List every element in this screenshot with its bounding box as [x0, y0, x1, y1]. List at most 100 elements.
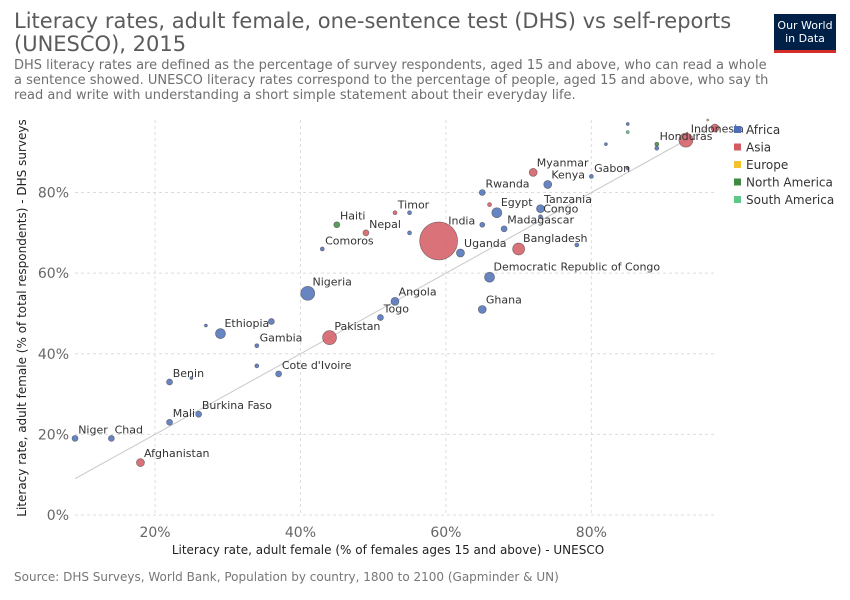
data-point-democratic-republic-of-congo[interactable] — [484, 271, 495, 283]
grid-layer — [75, 120, 715, 516]
data-point-unlabeled[interactable] — [268, 318, 275, 325]
legend-item[interactable]: Asia — [746, 141, 771, 155]
point-label: Gambia — [260, 331, 303, 344]
data-point-unlabeled[interactable] — [706, 118, 710, 122]
data-point-unlabeled[interactable] — [604, 142, 608, 147]
legend-item[interactable]: South America — [746, 193, 834, 207]
data-point-benin[interactable] — [166, 378, 173, 386]
point-label: Madagascar — [507, 214, 574, 227]
data-point-ethiopia[interactable] — [215, 328, 226, 339]
y-axis-label: Literacy rate, adult female (% of total … — [15, 119, 29, 516]
data-point-mali[interactable] — [166, 418, 173, 426]
owid-logo[interactable]: Our World in Data — [774, 14, 836, 53]
chart-subtitle: DHS literacy rates are defined as the pe… — [14, 58, 769, 103]
data-point-unlabeled[interactable] — [407, 230, 412, 236]
legend-swatch — [734, 126, 741, 133]
x-tick-label: 60% — [430, 525, 461, 541]
legend-swatch — [734, 143, 741, 151]
data-point-angola[interactable] — [390, 297, 400, 306]
data-point-niger[interactable] — [71, 435, 79, 442]
point-label: Benin — [173, 367, 204, 380]
point-label: Ghana — [486, 294, 522, 307]
data-point-cote-d-ivoire[interactable] — [275, 370, 282, 378]
data-point-nigeria[interactable] — [300, 285, 316, 301]
point-label: Nigeria — [313, 275, 352, 288]
legend-swatch — [734, 161, 741, 168]
data-point-unlabeled[interactable] — [625, 122, 630, 126]
point-label: Niger — [78, 423, 108, 436]
legend-item[interactable]: Europe — [746, 158, 788, 172]
data-point-unlabeled[interactable] — [487, 202, 492, 207]
data-point-rwanda[interactable] — [478, 189, 486, 196]
data-point-pakistan[interactable] — [322, 330, 337, 346]
data-point-myanmar[interactable] — [528, 168, 538, 177]
point-label: Comoros — [325, 235, 374, 248]
point-label: Kenya — [551, 169, 585, 182]
data-point-indonesia[interactable] — [678, 132, 694, 148]
data-point-unlabeled[interactable] — [710, 123, 720, 133]
data-point-unlabeled[interactable] — [654, 145, 660, 151]
data-point-kenya[interactable] — [543, 180, 553, 189]
data-point-madagascar[interactable] — [500, 225, 508, 233]
data-point-honduras[interactable] — [654, 141, 660, 147]
data-points — [71, 118, 720, 467]
data-point-unlabeled[interactable] — [479, 221, 486, 228]
source-note: Source: DHS Surveys, World Bank, Populat… — [14, 570, 559, 584]
chart-title: Literacy rates, adult female, one-senten… — [14, 9, 732, 56]
scatter-chart: 20% 40% 60% 80% 0% 20% 40% 60% 80% India Indonesi… — [15, 118, 834, 557]
point-label: Democratic Republic of Congo — [494, 261, 661, 274]
data-point-india[interactable] — [419, 221, 458, 261]
data-point-tanzania[interactable] — [536, 204, 545, 214]
point-label: Bangladesh — [523, 232, 588, 245]
legend-item[interactable]: Africa — [746, 123, 780, 137]
data-point-unlabeled[interactable] — [574, 242, 580, 248]
point-label: Honduras — [660, 130, 713, 143]
data-point-afghanistan[interactable] — [136, 458, 145, 467]
data-point-unlabeled[interactable] — [189, 376, 194, 380]
x-tick-label: 80% — [576, 525, 607, 541]
data-point-unlabeled[interactable] — [407, 210, 412, 216]
legend-swatch — [734, 178, 741, 186]
data-point-togo[interactable] — [377, 314, 384, 321]
data-point-unlabeled[interactable] — [625, 166, 630, 171]
point-label: Cote d'Ivoire — [282, 359, 352, 372]
point-label: Haiti — [340, 210, 365, 223]
data-point-unlabeled[interactable] — [204, 323, 208, 328]
legend: Africa Asia Europe North America South Ameri… — [734, 123, 834, 207]
point-label: Timor — [397, 198, 430, 211]
data-point-uganda[interactable] — [456, 248, 465, 258]
data-point-ghana[interactable] — [477, 305, 487, 314]
point-label: Myanmar — [537, 157, 589, 170]
data-point-egypt[interactable] — [491, 207, 503, 219]
data-point-burkina-faso[interactable] — [195, 410, 202, 418]
y-tick-label: 0% — [47, 508, 69, 524]
y-tick-label: 80% — [38, 186, 69, 202]
data-point-haiti[interactable] — [333, 221, 341, 229]
point-label: Ethiopia — [224, 317, 269, 330]
point-label: India — [448, 215, 475, 228]
point-label: Pakistan — [334, 320, 380, 333]
data-point-gabon[interactable] — [589, 174, 594, 179]
legend-item[interactable]: North America — [746, 176, 833, 190]
data-point-chad[interactable] — [108, 435, 115, 442]
point-label: Nepal — [369, 218, 401, 231]
point-label: Rwanda — [485, 177, 529, 190]
point-label: Egypt — [501, 196, 533, 209]
point-label: Gabon — [594, 162, 630, 175]
point-label: Uganda — [464, 237, 506, 250]
point-label: Congo — [543, 202, 578, 215]
point-label: Burkina Faso — [202, 399, 272, 412]
point-label: Tanzania — [543, 193, 592, 206]
data-point-bangladesh[interactable] — [512, 242, 525, 256]
tick-labels: 20% 40% 60% 80% 0% 20% 40% 60% 80% — [38, 186, 607, 541]
data-point-gambia[interactable] — [254, 343, 260, 349]
data-point-unlabeled[interactable] — [254, 363, 260, 369]
data-point-timor[interactable] — [392, 210, 398, 216]
point-label: Afghanistan — [144, 447, 210, 460]
point-label: Chad — [115, 423, 143, 436]
data-point-unlabeled[interactable] — [625, 130, 630, 134]
x-axis-label: Literacy rate, adult female (% of female… — [172, 543, 604, 557]
data-point-comoros[interactable] — [319, 246, 325, 252]
data-point-congo[interactable] — [538, 214, 543, 220]
data-point-nepal[interactable] — [362, 229, 370, 237]
